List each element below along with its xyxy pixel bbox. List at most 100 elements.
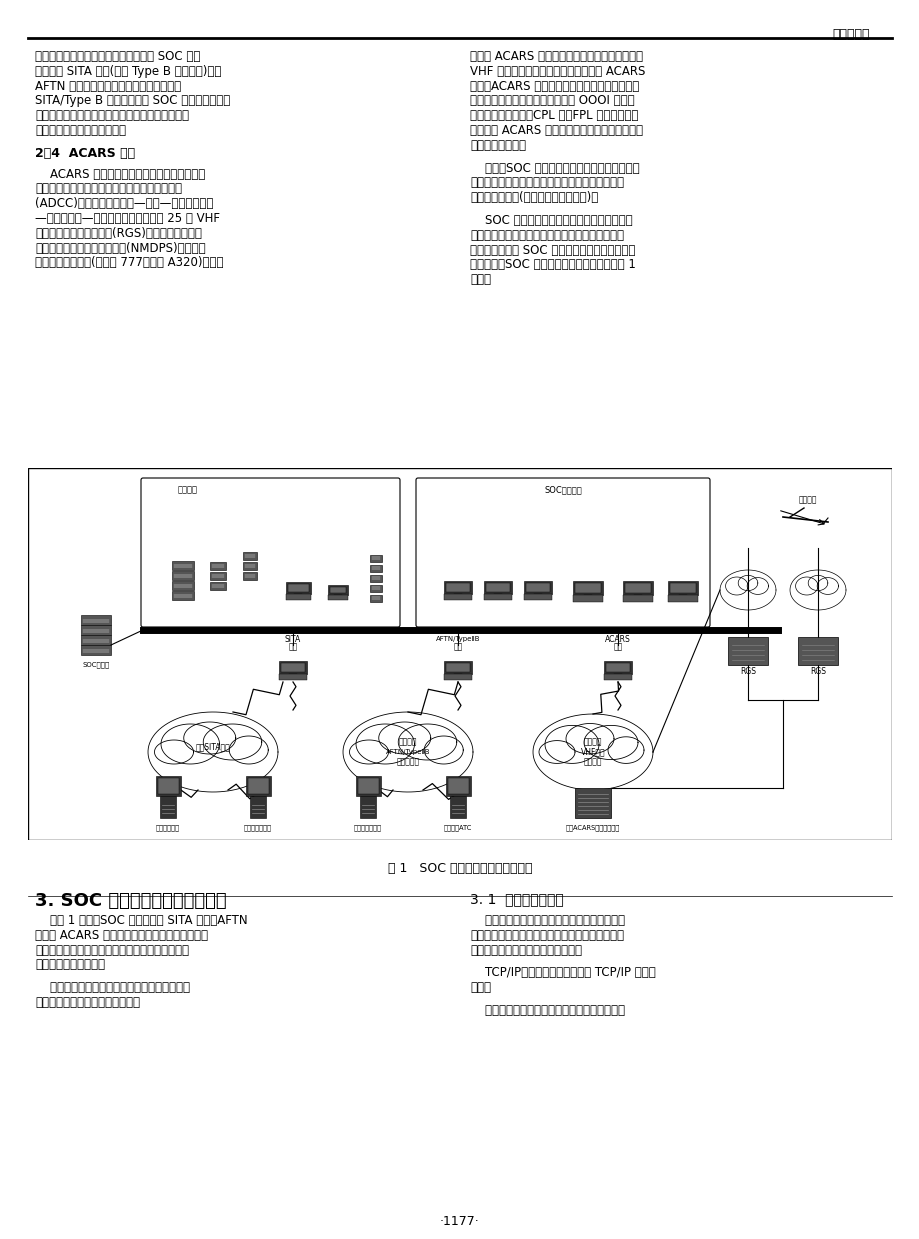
Bar xyxy=(369,595,381,602)
Bar xyxy=(483,581,512,593)
Bar xyxy=(446,584,470,592)
Text: 南航国外办事处: 南航国外办事处 xyxy=(244,825,272,831)
Bar xyxy=(797,637,837,665)
Text: 网关: 网关 xyxy=(613,643,622,652)
Bar xyxy=(369,575,381,582)
Bar xyxy=(449,795,466,818)
Bar xyxy=(245,776,271,795)
Bar xyxy=(667,595,698,602)
Bar xyxy=(280,663,305,672)
Text: 够提供的所有服务。主要的服务是：: 够提供的所有服务。主要的服务是： xyxy=(470,944,582,957)
Bar xyxy=(624,584,651,593)
Text: 这个文件记载了电报处理软件包怎样把一份电: 这个文件记载了电报处理软件包怎样把一份电 xyxy=(470,914,624,927)
Bar xyxy=(622,581,652,595)
FancyBboxPatch shape xyxy=(141,478,400,627)
Text: 件包实现了按电报内容来识别电报类型并分发到相: 件包实现了按电报内容来识别电报类型并分发到相 xyxy=(35,944,188,957)
Bar xyxy=(446,776,471,795)
Bar xyxy=(485,584,509,592)
Bar xyxy=(494,593,502,598)
Polygon shape xyxy=(349,740,388,764)
Text: 网关和 ACARS 网关来接收各类电报，电报处理软: 网关和 ACARS 网关来接收各类电报，电报处理软 xyxy=(35,929,208,942)
Bar xyxy=(573,581,602,595)
Text: 也可通过 ACARS 电报向地面索取气象情报、飞行: 也可通过 ACARS 电报向地面索取气象情报、飞行 xyxy=(470,124,642,138)
Text: 文件目录：将电报存储到指定的文件目录下。: 文件目录：将电报存储到指定的文件目录下。 xyxy=(470,1004,624,1017)
Polygon shape xyxy=(424,736,463,764)
Bar xyxy=(727,637,767,665)
Bar xyxy=(278,674,307,680)
Text: 民航自动转报系统进行传输的。在南航 SOC 系统: 民航自动转报系统进行传输的。在南航 SOC 系统 xyxy=(35,50,200,63)
Text: 电报。ACARS 电报内容主要包括：报告飞机的空: 电报。ACARS 电报内容主要包括：报告飞机的空 xyxy=(470,79,639,93)
Text: 外国航空公司: 外国航空公司 xyxy=(156,825,180,831)
Text: 另外，SOC 系统还能够处理自由格式的电报，: 另外，SOC 系统还能够处理自由格式的电报， xyxy=(470,161,639,175)
Polygon shape xyxy=(203,724,262,760)
Text: 报发送到相应的地方，也概括了电报处理软件包能: 报发送到相应的地方，也概括了电报处理软件包能 xyxy=(470,929,623,942)
Polygon shape xyxy=(544,725,598,763)
Text: 南航国内办事处: 南航国内办事处 xyxy=(354,825,381,831)
Bar xyxy=(613,674,621,678)
Bar xyxy=(604,674,631,680)
Bar xyxy=(369,565,381,572)
Bar xyxy=(210,582,226,590)
Polygon shape xyxy=(607,737,643,763)
Polygon shape xyxy=(343,712,472,792)
Bar xyxy=(584,595,591,598)
Text: 电报处理软件包的处理功能主要是基于六个文: 电报处理软件包的处理功能主要是基于六个文 xyxy=(35,981,190,994)
Bar xyxy=(359,795,376,818)
Bar xyxy=(328,585,347,595)
Polygon shape xyxy=(816,577,837,595)
Polygon shape xyxy=(229,736,268,764)
Text: 应系统或网关路由上。: 应系统或网关路由上。 xyxy=(35,959,105,971)
Bar xyxy=(288,584,309,592)
Bar xyxy=(622,595,652,602)
Text: 组成部分。SOC 系统电报通信的网关结构如图 1: 组成部分。SOC 系统电报通信的网关结构如图 1 xyxy=(470,259,635,271)
Text: VHF地空: VHF地空 xyxy=(580,747,605,757)
Polygon shape xyxy=(565,724,613,753)
Bar xyxy=(156,776,181,795)
Bar xyxy=(369,555,381,563)
Text: RGS: RGS xyxy=(809,668,825,676)
Bar xyxy=(444,674,471,680)
Text: 服务器群: 服务器群 xyxy=(177,486,198,494)
Bar xyxy=(453,674,461,678)
Text: —上海、上海—广州的航路上，建成了 25 套 VHF: —上海、上海—广州的航路上，建成了 25 套 VHF xyxy=(35,212,220,225)
Text: AFTN 网关与中国民航自动转报系统联网。: AFTN 网关与中国民航自动转报系统联网。 xyxy=(35,79,181,93)
Text: 电报数据交换是 SOC 系统业务流程中一个重要的: 电报数据交换是 SOC 系统业务流程中一个重要的 xyxy=(470,244,635,256)
Bar xyxy=(369,585,381,592)
Bar xyxy=(172,591,194,600)
Text: 所示。: 所示。 xyxy=(470,274,491,286)
Text: 签派代理联系的航务电报，南航飞机在境内飞行时: 签派代理联系的航务电报，南航飞机在境内飞行时 xyxy=(35,109,188,123)
Text: 备上。: 备上。 xyxy=(470,981,491,994)
Bar xyxy=(483,593,512,600)
Bar xyxy=(446,663,470,672)
Bar xyxy=(526,584,550,592)
Text: VHF 地空数据通信网与飞行中飞机收发 ACARS: VHF 地空数据通信网与飞行中飞机收发 ACARS xyxy=(470,64,644,78)
Text: 先进的大型飞机上(如波音 777、空客 A320)，安装: 先进的大型飞机上(如波音 777、空客 A320)，安装 xyxy=(35,256,223,269)
Text: 计算机应用: 计算机应用 xyxy=(832,28,869,41)
Polygon shape xyxy=(720,570,775,610)
Bar xyxy=(574,788,610,818)
Text: 其他的四大应用都需要通过电报与外界交换数据。: 其他的四大应用都需要通过电报与外界交换数据。 xyxy=(470,229,623,242)
Bar xyxy=(524,581,551,593)
Bar xyxy=(160,795,176,818)
Bar xyxy=(243,553,256,560)
Polygon shape xyxy=(746,577,767,595)
Bar xyxy=(289,674,297,678)
Bar xyxy=(524,593,551,600)
Bar xyxy=(250,795,266,818)
Text: AFTN/TypeⅡB: AFTN/TypeⅡB xyxy=(385,750,430,755)
Text: 及飞越报、过境报、CPL 报、FPL 报等。飞行员: 及飞越报、过境报、CPL 报、FPL 报等。飞行员 xyxy=(470,109,638,123)
Text: 中国民航: 中国民航 xyxy=(398,737,417,747)
Text: 中，国内 SITA 电报(或称 Type B 格式电报)经由: 中，国内 SITA 电报(或称 Type B 格式电报)经由 xyxy=(35,64,221,78)
Bar xyxy=(286,582,311,593)
Polygon shape xyxy=(154,740,193,764)
Polygon shape xyxy=(379,722,430,755)
Bar xyxy=(334,595,342,598)
Text: 中位置信息的位置报、起降信息的 OOOI 报、以: 中位置信息的位置报、起降信息的 OOOI 报、以 xyxy=(470,94,634,108)
Bar xyxy=(81,636,111,646)
Text: 3. 1  通信服务内容表: 3. 1 通信服务内容表 xyxy=(470,892,563,906)
Text: TCP/IP：将电报发送到指定的 TCP/IP 地址设: TCP/IP：将电报发送到指定的 TCP/IP 地址设 xyxy=(470,966,655,979)
Text: ACARS: ACARS xyxy=(605,634,630,643)
Text: SOC 系统的五大应用除了机组管理系统外，: SOC 系统的五大应用除了机组管理系统外， xyxy=(470,214,632,227)
Bar xyxy=(81,646,111,655)
Bar xyxy=(81,615,111,624)
